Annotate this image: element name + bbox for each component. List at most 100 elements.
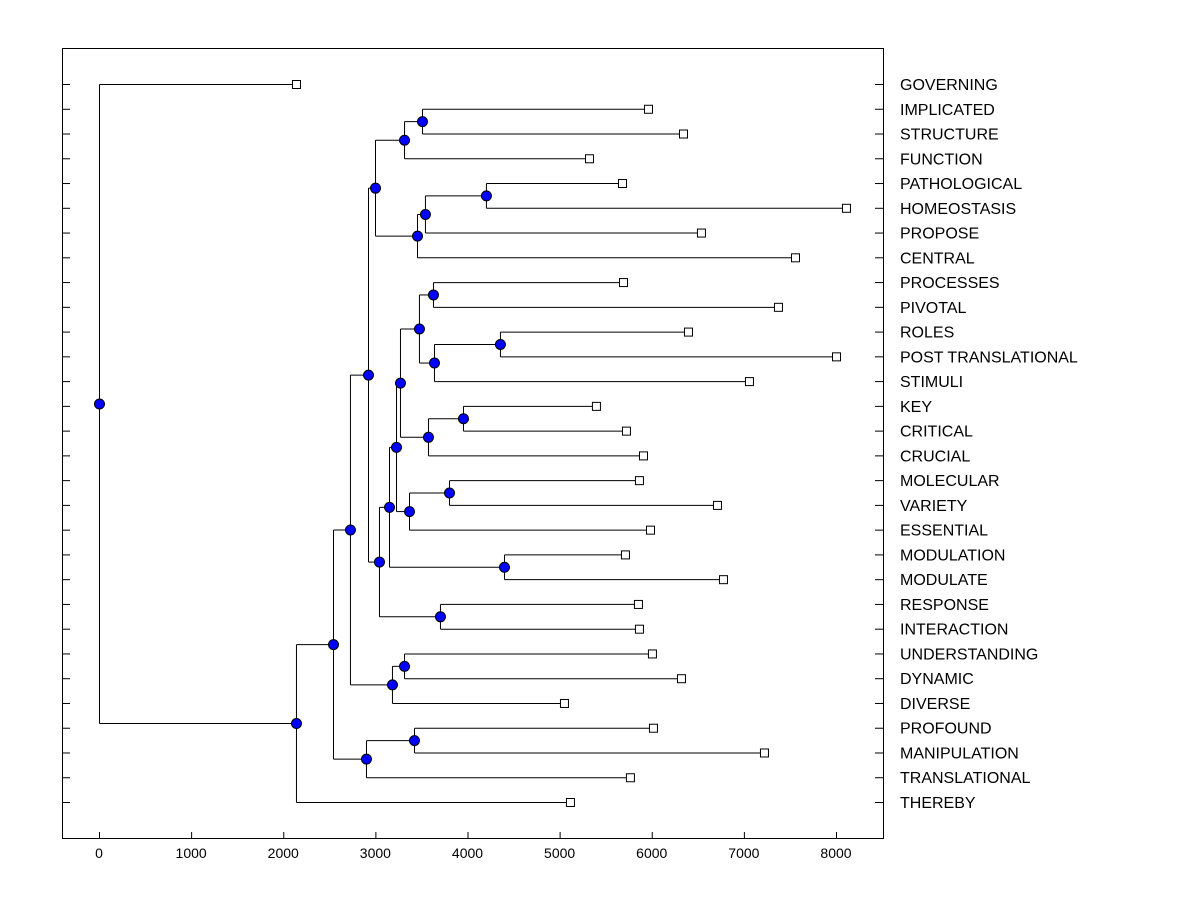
leaf-node [676, 674, 686, 684]
leaf-node [832, 352, 841, 362]
leaf-node [647, 649, 657, 659]
leaf-node [648, 723, 658, 733]
leaf-label: FUNCTION [900, 151, 983, 168]
cluster-node [94, 398, 105, 410]
leaf-node [565, 798, 575, 807]
x-tick-label: 5000 [544, 845, 575, 861]
cluster-node [408, 735, 420, 747]
leaf-node [759, 748, 769, 758]
cluster-node [391, 441, 403, 453]
leaf-labels: GOVERNING IMPLICATED STRUCTURE FUNCTION PATH… [900, 77, 1078, 812]
x-tick-label: 1000 [176, 845, 207, 861]
cluster-node [399, 660, 411, 672]
cluster-node [386, 679, 398, 691]
x-axis: 0 1000 2000 3000 4000 5000 6000 7000 8000 [95, 832, 852, 861]
x-tick-label: 0 [95, 845, 103, 861]
x-tick-label: 6000 [636, 845, 667, 861]
cluster-node [363, 369, 375, 381]
cluster-node [480, 190, 492, 202]
leaf-label: CRUCIAL [900, 448, 970, 465]
leaf-label: PROPOSE [900, 226, 979, 243]
leaf-node [791, 253, 801, 263]
cluster-node [394, 377, 406, 389]
cluster-node [344, 524, 356, 536]
leaf-node [625, 773, 635, 783]
cluster-node [412, 230, 424, 242]
leaf-label: STRUCTURE [900, 127, 999, 144]
leaf-node [559, 698, 569, 708]
leaf-label: DIVERSE [900, 696, 970, 713]
leaf-label: TRANSLATIONAL [900, 770, 1031, 787]
y-axis-ticks [62, 84, 883, 803]
leaf-node [638, 451, 648, 461]
cluster-node [404, 506, 416, 518]
plot-frame [62, 48, 884, 839]
cluster-node [416, 116, 428, 128]
cluster-node [360, 753, 372, 765]
x-tick-label: 2000 [268, 845, 299, 861]
leaf-label: MANIPULATION [900, 745, 1019, 762]
leaf-node [744, 377, 754, 387]
leaf-label: DYNAMIC [900, 671, 974, 688]
leaf-label: PROFOUND [900, 721, 992, 738]
cluster-node [370, 182, 382, 194]
leaf-label: PATHOLOGICAL [900, 176, 1022, 193]
leaf-node [619, 278, 629, 288]
leaf-label: POST TRANSLATIONAL [900, 349, 1078, 366]
cluster-node [498, 561, 510, 573]
leaf-node [773, 302, 783, 312]
leaf-label: KEY [900, 399, 932, 416]
cluster-node [428, 357, 440, 369]
leaf-label: ROLES [900, 325, 954, 342]
cluster-node [327, 639, 339, 651]
leaf-node [643, 104, 653, 114]
leaf-label: STIMULI [900, 374, 963, 391]
cluster-node [434, 611, 446, 623]
cluster-node [399, 134, 411, 146]
cluster-node [413, 323, 425, 335]
cluster-node [290, 718, 302, 730]
leaf-node [585, 154, 595, 164]
leaf-node [634, 624, 644, 634]
leaf-label: INTERACTION [900, 622, 1008, 639]
leaf-node [841, 203, 851, 213]
cluster-node [384, 501, 396, 513]
cluster-node [419, 208, 431, 220]
leaf-node [683, 327, 693, 337]
leaf-label: MODULATE [900, 572, 988, 589]
cluster-node [457, 413, 469, 425]
dendrogram-branches [99, 84, 847, 803]
leaf-node [718, 575, 728, 585]
cluster-node [427, 289, 439, 301]
x-tick-label: 7000 [728, 845, 759, 861]
x-tick-label: 4000 [452, 845, 483, 861]
cluster-node [494, 338, 506, 350]
leaf-label: PROCESSES [900, 275, 1000, 292]
leaf-label: MODULATION [900, 547, 1005, 564]
leaf-node [634, 476, 644, 486]
cluster-node [422, 431, 434, 443]
leaf-label: CRITICAL [900, 424, 973, 441]
leaf-node [678, 129, 688, 139]
leaf-node [291, 80, 301, 89]
leaf-node [645, 525, 655, 535]
leaf-node [617, 179, 627, 189]
leaf-label: THEREBY [900, 795, 976, 812]
leaf-label: VARIETY [900, 498, 968, 515]
leaf-node [712, 500, 722, 510]
leaf-node [696, 228, 706, 238]
leaf-label: GOVERNING [900, 77, 998, 94]
cluster-node [443, 487, 455, 499]
leaf-label: RESPONSE [900, 597, 989, 614]
leaf-label: PIVOTAL [900, 300, 966, 317]
x-tick-label: 3000 [360, 845, 391, 861]
leaf-node [621, 426, 631, 436]
cluster-node [373, 556, 385, 568]
leaf-node [620, 550, 630, 560]
leaf-label: ESSENTIAL [900, 523, 988, 540]
leaf-node [591, 401, 601, 411]
dendrogram-nodes [94, 80, 851, 807]
leaf-label: UNDERSTANDING [900, 646, 1038, 663]
leaf-label: HOMEOSTASIS [900, 201, 1016, 218]
